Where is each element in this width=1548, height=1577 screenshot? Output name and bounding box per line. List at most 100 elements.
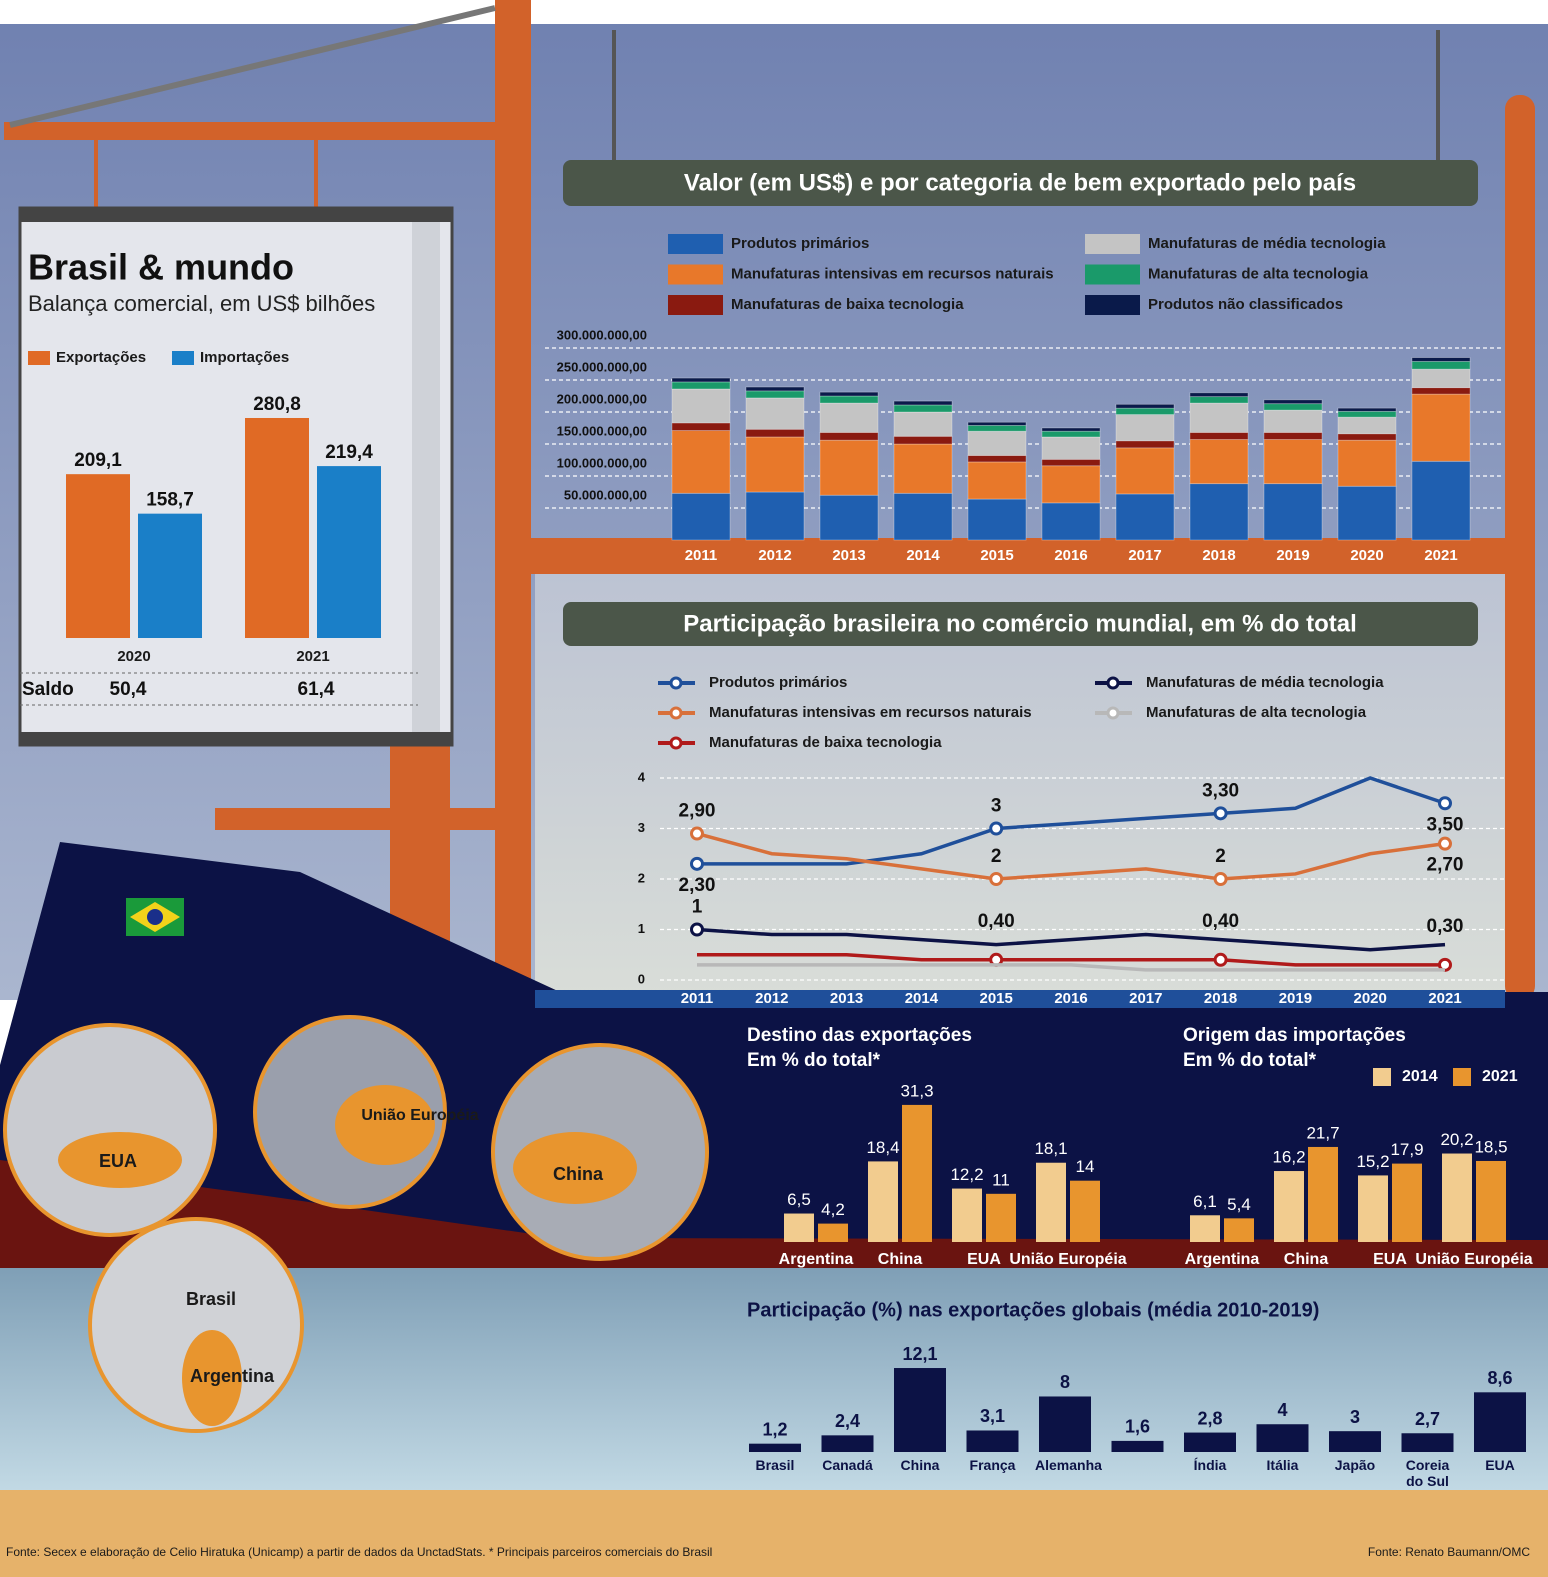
value-label: 158,7	[146, 490, 194, 511]
y-tick-label: 0	[638, 971, 645, 986]
bar-segment	[1115, 447, 1175, 495]
x-tick-label: China	[884, 1457, 956, 1473]
legend-label: Manufaturas intensivas em recursos natur…	[709, 704, 1032, 721]
bar-segment	[1115, 407, 1175, 415]
legend-label: Produtos não classificados	[1148, 296, 1343, 313]
x-tick-label: EUA	[1464, 1457, 1536, 1473]
point-marker	[690, 922, 704, 937]
value-label: 15,2	[1356, 1152, 1389, 1171]
bar	[749, 1443, 801, 1452]
bar-segment	[893, 443, 953, 494]
bar	[1442, 1153, 1472, 1242]
bar-segment	[1189, 396, 1249, 404]
value-label: 1,6	[1125, 1417, 1150, 1437]
legend-swatch	[1453, 1068, 1471, 1086]
bar	[1474, 1392, 1526, 1452]
value-label: 18,5	[1474, 1137, 1507, 1156]
legend-swatch	[1373, 1068, 1391, 1086]
legend-swatch	[1085, 264, 1140, 285]
x-tick-label: 2012	[758, 547, 791, 564]
bar-segment	[893, 411, 953, 437]
bar-segment	[1263, 483, 1323, 541]
x-tick-label: 2018	[1202, 547, 1235, 564]
flag	[147, 909, 163, 925]
bar-segment	[1041, 465, 1101, 504]
bar-segment	[1411, 361, 1471, 370]
x-tick-label-text: China	[900, 1457, 940, 1473]
value-label: 219,4	[325, 442, 373, 463]
bar-segment	[893, 492, 953, 541]
bar-segment	[1115, 440, 1175, 449]
chains	[94, 30, 1440, 208]
bar-segment	[1189, 483, 1249, 541]
bar	[868, 1161, 898, 1242]
value-label: 0,30	[1427, 916, 1464, 937]
x-tick-label: 2013	[830, 990, 863, 1007]
bar-segment	[745, 428, 805, 438]
value-label: 4	[1277, 1400, 1287, 1420]
bar	[1392, 1163, 1422, 1242]
bar	[1070, 1180, 1100, 1242]
value-label: 16,2	[1272, 1148, 1305, 1167]
legend-marker	[669, 706, 683, 720]
chart-title: Origem das importações	[1183, 1025, 1406, 1046]
point-marker	[1213, 952, 1228, 967]
chart-title: Valor (em US$) e por categoria de bem ex…	[684, 169, 1356, 196]
board-rail	[412, 222, 440, 732]
x-tick-label: Índia	[1174, 1457, 1246, 1473]
value-label: 209,1	[74, 450, 122, 471]
point-marker	[989, 872, 1004, 886]
bar-segment	[1041, 430, 1101, 438]
x-tick-label: EUA	[967, 1251, 1001, 1268]
chart-title: Destino das exportações	[747, 1025, 972, 1046]
y-tick-label: 2	[638, 870, 645, 885]
y-tick-label: 150.000.000,00	[557, 423, 647, 438]
value-label: 2,90	[679, 801, 716, 822]
legend-label: Produtos primários	[731, 235, 869, 252]
map-circle	[88, 1217, 304, 1433]
value-label: 18,4	[866, 1138, 899, 1157]
value-label: 14	[1076, 1157, 1095, 1176]
series-line	[697, 776, 1446, 866]
bar	[1036, 1162, 1066, 1242]
x-tick-label: Coreia do Sul	[1392, 1457, 1464, 1489]
bar-segment	[671, 381, 731, 390]
bar-segment	[967, 421, 1027, 426]
x-tick-label: 2019	[1279, 990, 1312, 1007]
value-label: 3	[1350, 1407, 1360, 1427]
map: EUA União Européia China Brasil Argentin…	[3, 1015, 709, 1433]
bar	[138, 513, 202, 638]
point-marker	[1438, 836, 1452, 851]
bar-segment	[1263, 432, 1323, 440]
legend-swatch	[668, 295, 723, 315]
value-label: 2,4	[835, 1411, 860, 1431]
crane-arm	[215, 808, 505, 830]
y-tick-label: 3	[638, 820, 645, 835]
crane-pillar	[495, 0, 531, 1000]
legend-label: Manufaturas de alta tecnologia	[1146, 704, 1367, 721]
value-label: 0,40	[1202, 911, 1239, 932]
bar-segment	[671, 492, 731, 541]
legend-swatch	[668, 234, 723, 254]
point-marker	[690, 856, 704, 871]
x-tick-label-text: Japão	[1334, 1457, 1376, 1473]
board-edge	[20, 732, 452, 746]
bar-segment	[1411, 387, 1471, 395]
bar	[986, 1193, 1016, 1242]
ship-hull-red	[0, 1160, 1548, 1290]
legend-swatch	[1085, 295, 1140, 315]
board-subtitle: Balança comercial, em US$ bilhões	[28, 291, 375, 316]
bar-segment	[819, 432, 879, 441]
legend-marker	[669, 676, 683, 690]
bar-segment	[1263, 403, 1323, 411]
series-line	[696, 927, 1446, 952]
saldo-value: 61,4	[298, 679, 335, 700]
bar-segment	[1189, 439, 1249, 485]
map-label: China	[553, 1164, 604, 1184]
legend-marker	[1106, 676, 1120, 690]
bar-segment	[1189, 392, 1249, 398]
bar	[245, 417, 309, 638]
legend-swatch	[172, 351, 194, 365]
value-label: 12,1	[902, 1344, 937, 1364]
chart-title: Participação (%) nas exportações globais…	[747, 1299, 1319, 1321]
